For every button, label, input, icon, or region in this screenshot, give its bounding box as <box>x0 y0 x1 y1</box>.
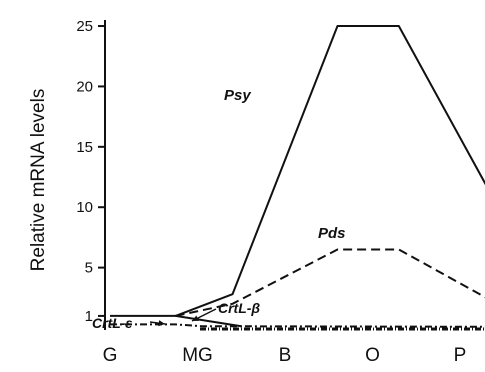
series-label-2: CrtL-β <box>218 300 260 316</box>
y-tick-label: 25 <box>76 18 93 35</box>
y-tick-label: 20 <box>76 78 93 95</box>
crtl-beta-pointer-head <box>192 315 199 321</box>
x-tick-label-g: G <box>103 345 118 366</box>
x-tick-label-b: B <box>279 345 292 366</box>
y-tick-label: 10 <box>76 199 93 216</box>
plot-area: Psy Pds CrtL-β CrtL-ε <box>92 25 485 331</box>
series-line-0 <box>110 25 485 317</box>
series-line-1 <box>175 248 485 317</box>
x-tick-label-o: O <box>365 345 380 366</box>
series-label-3: CrtL-ε <box>92 315 132 331</box>
y-tick-label: 1 <box>85 308 93 325</box>
series-label-1: Pds <box>318 225 346 242</box>
x-tick-label-mg: MG <box>182 345 213 366</box>
y-tick-label: 5 <box>85 260 93 277</box>
series-line-2 <box>175 314 242 328</box>
axes: 1510152025GMGBOPR <box>76 18 467 366</box>
x-tick-label-p: P <box>454 345 467 366</box>
crtl-epsilon-pointer-head <box>158 320 165 327</box>
series-line-3 <box>110 323 485 328</box>
y-axis-label: Relative mRNA levels <box>28 89 49 272</box>
series-label-0: Psy <box>224 87 251 104</box>
y-tick-label: 15 <box>76 139 93 156</box>
